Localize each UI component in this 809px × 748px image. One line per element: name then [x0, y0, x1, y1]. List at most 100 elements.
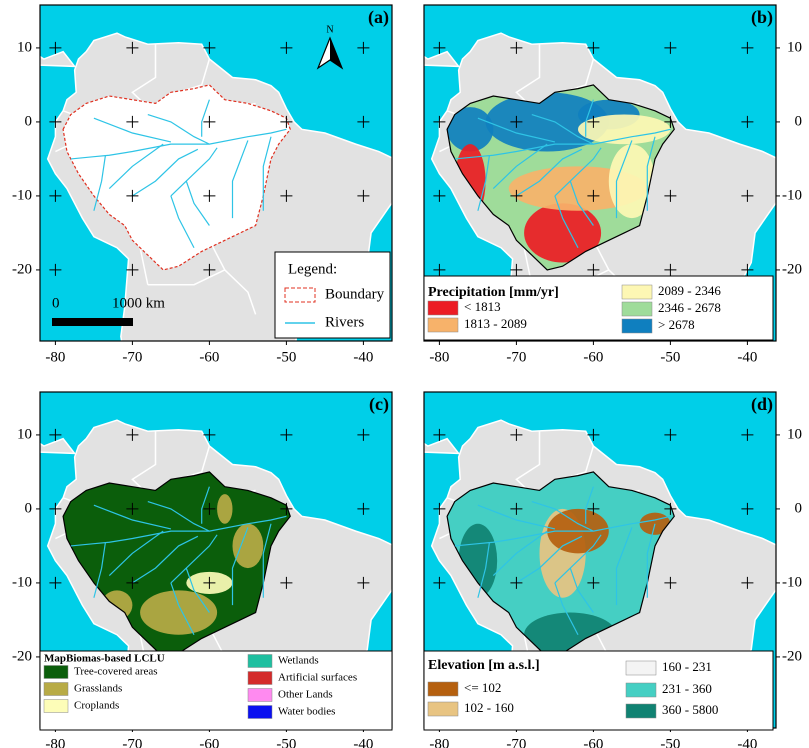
legend-label: Tree-covered areas: [74, 666, 158, 678]
legend-box: [39, 650, 393, 731]
grid-cross: [510, 576, 523, 589]
grid-cross: [587, 41, 600, 54]
legend-label: 360 - 5800: [662, 702, 718, 717]
basin-base: [63, 471, 291, 657]
basin-boundary: [446, 471, 675, 658]
panel-label: (d): [751, 394, 773, 415]
y-tick-label: 0: [25, 500, 33, 516]
legend-label: 231 - 360: [662, 681, 712, 696]
grid-cross: [49, 189, 62, 202]
class-patch: [524, 203, 602, 263]
y-tick-label: 10: [787, 39, 802, 55]
y-tick-label: -20: [782, 648, 802, 664]
grid-cross: [510, 41, 523, 54]
legend-label: Wetlands: [278, 655, 319, 667]
class-patch: [608, 144, 656, 219]
grid-cross: [280, 115, 293, 128]
x-tick-label: -70: [122, 349, 142, 365]
river: [646, 136, 656, 211]
legend-swatch: [284, 287, 316, 303]
x-tick-label: -60: [199, 349, 219, 365]
land: [40, 437, 77, 455]
river: [477, 117, 556, 143]
frame: [39, 4, 393, 342]
panel-label: (c): [369, 394, 389, 415]
river: [477, 504, 556, 530]
legend-swatch: [427, 300, 459, 316]
grid-cross: [203, 502, 216, 515]
grid-cross: [664, 115, 677, 128]
grid-cross: [664, 428, 677, 441]
x-tick-label: -70: [122, 736, 142, 748]
x-tick-label: -80: [429, 736, 449, 748]
river: [477, 155, 491, 211]
grid-cross: [126, 189, 139, 202]
panel-label: (b): [751, 7, 773, 28]
river: [93, 155, 107, 211]
y-tick-label: -10: [12, 574, 32, 590]
land: [424, 437, 461, 455]
river: [147, 500, 210, 532]
y-tick-label: -10: [12, 187, 32, 203]
y-tick-label: 10: [787, 426, 802, 442]
river: [454, 128, 671, 160]
river: [492, 530, 548, 576]
scale-bar: [52, 318, 133, 326]
grid-cross: [741, 576, 754, 589]
grid-cross: [126, 502, 139, 515]
grid-cross: [510, 502, 523, 515]
x-tick-label: -40: [737, 349, 757, 365]
legend-swatch: [427, 701, 459, 717]
legend-swatch: [427, 317, 459, 333]
grid-cross: [280, 428, 293, 441]
river: [554, 147, 602, 197]
grid-cross: [203, 41, 216, 54]
y-tick-label: -20: [12, 261, 32, 277]
river: [477, 542, 491, 598]
legend-label: 102 - 160: [464, 700, 514, 715]
y-tick-label: -10: [782, 574, 802, 590]
basin-boundary: [446, 84, 675, 271]
grid-cross: [433, 115, 446, 128]
river: [185, 180, 210, 226]
legend-label: Croplands: [74, 700, 119, 712]
legend-label: 2346 - 2678: [658, 300, 721, 315]
river: [569, 180, 594, 226]
river: [516, 148, 583, 197]
legend-label: 1813 - 2089: [464, 316, 527, 331]
grid-cross: [664, 576, 677, 589]
legend-swatch: [621, 301, 653, 317]
river: [615, 140, 633, 219]
grid-cross: [280, 502, 293, 515]
grid-cross: [433, 263, 446, 276]
legend-swatch: [247, 654, 273, 668]
grid-cross: [280, 576, 293, 589]
x-tick-label: -70: [506, 349, 526, 365]
x-tick-label: -80: [429, 349, 449, 365]
legend-title: MapBiomas-based LCLU: [44, 653, 165, 665]
legend-box: [423, 275, 774, 341]
x-tick-label: -50: [276, 736, 296, 748]
y-tick-label: 0: [795, 113, 803, 129]
grid-cross: [280, 41, 293, 54]
river: [531, 113, 594, 145]
legend-label: Other Lands: [278, 689, 333, 701]
grid-cross: [664, 41, 677, 54]
y-tick-label: 0: [25, 113, 33, 129]
legend-title: Precipitation [mm/yr]: [428, 285, 559, 300]
legend-swatch: [625, 682, 657, 698]
grid-cross: [587, 115, 600, 128]
legend-box: [423, 650, 774, 731]
land: [424, 50, 461, 68]
river: [132, 148, 199, 197]
x-tick-label: -60: [583, 349, 603, 365]
legend-swatch: [247, 705, 273, 719]
river: [569, 567, 594, 613]
legend-label: Water bodies: [278, 706, 335, 718]
x-tick-label: -50: [660, 736, 680, 748]
legend-swatch: [427, 681, 459, 697]
grid-cross: [280, 189, 293, 202]
grid-cross: [49, 115, 62, 128]
grid-cross: [741, 428, 754, 441]
x-tick-label: -50: [660, 349, 680, 365]
